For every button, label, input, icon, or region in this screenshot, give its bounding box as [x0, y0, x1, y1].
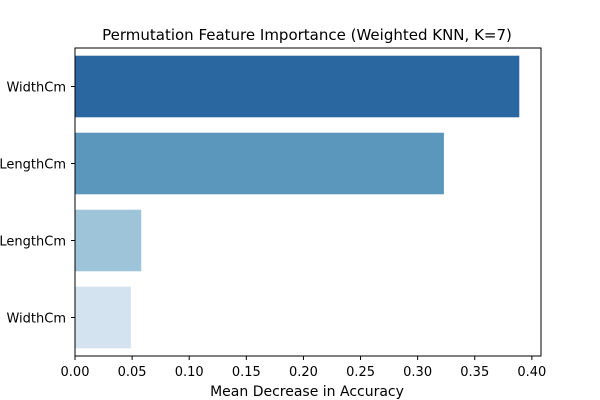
bar-1 [75, 55, 520, 118]
y-tick-label: LengthCm [0, 235, 66, 250]
y-tick-label: WidthCm [6, 81, 66, 96]
plot-frame [74, 47, 542, 357]
bars-group [75, 55, 520, 349]
x-axis-ticks: 0.00 0.05 0.10 0.15 0.20 0.25 0.30 0.35 0.40 [61, 356, 546, 380]
bar-4 [75, 286, 131, 349]
x-tick-label: 0.15 [232, 365, 261, 380]
y-tick-label: WidthCm [6, 312, 66, 327]
chart-title: Permutation Feature Importance (Weighted… [102, 26, 512, 44]
y-axis-ticks: WidthCm LengthCm LengthCm WidthCm [0, 81, 75, 327]
x-axis-label: Mean Decrease in Accuracy [210, 384, 404, 400]
x-tick-label: 0.20 [289, 365, 318, 380]
bar-2 [75, 132, 444, 195]
bar-3 [75, 209, 142, 272]
x-tick-label: 0.30 [403, 365, 432, 380]
x-tick-label: 0.10 [175, 365, 204, 380]
x-tick-label: 0.35 [460, 365, 489, 380]
x-tick-label: 0.05 [118, 365, 147, 380]
x-tick-label: 0.00 [61, 365, 90, 380]
y-tick-label: LengthCm [0, 158, 66, 173]
x-tick-label: 0.25 [346, 365, 375, 380]
x-tick-label: 0.40 [517, 365, 546, 380]
